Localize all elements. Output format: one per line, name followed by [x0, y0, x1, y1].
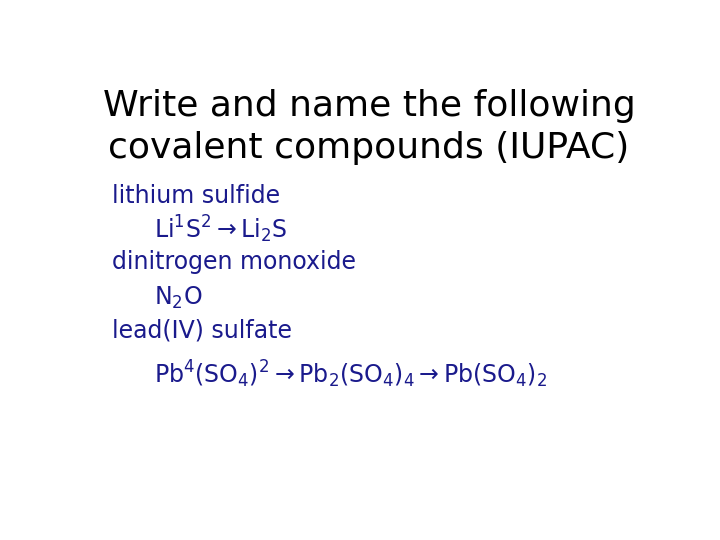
- Text: covalent compounds (IUPAC): covalent compounds (IUPAC): [109, 131, 629, 165]
- Text: lithium sulfide: lithium sulfide: [112, 184, 281, 208]
- Text: lead(IV) sulfate: lead(IV) sulfate: [112, 319, 292, 343]
- Text: $\mathregular{Pb}^4(\mathregular{SO}_4)^2 \rightarrow \mathregular{Pb}_2(\mathre: $\mathregular{Pb}^4(\mathregular{SO}_4)^…: [154, 359, 547, 390]
- Text: dinitrogen monoxide: dinitrogen monoxide: [112, 251, 356, 274]
- Text: Write and name the following: Write and name the following: [103, 90, 635, 123]
- Text: $\mathregular{Li}^1\mathregular{S}^2 \rightarrow \mathregular{Li}_2\mathregular{: $\mathregular{Li}^1\mathregular{S}^2 \ri…: [154, 213, 288, 245]
- Text: $\mathregular{N}_2\mathregular{O}$: $\mathregular{N}_2\mathregular{O}$: [154, 285, 203, 310]
